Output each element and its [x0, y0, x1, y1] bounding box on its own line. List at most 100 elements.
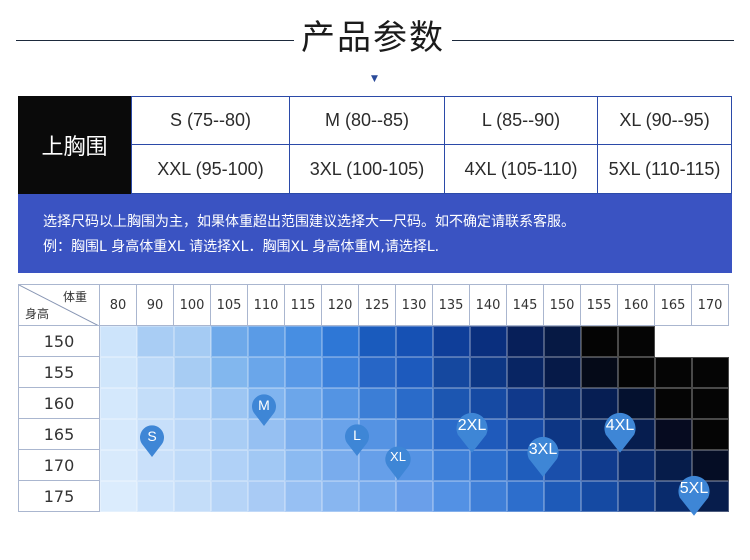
size-row-1: S (75--80) M (80--85) L (85--90) XL (90-… — [131, 96, 732, 145]
grid-cell — [692, 326, 729, 357]
weight-header-cell: 115 — [285, 284, 322, 326]
grid-cell — [544, 481, 581, 512]
weight-header-cell: 165 — [655, 284, 692, 326]
size-cell: S (75--80) — [131, 96, 290, 145]
grid-cell — [137, 388, 174, 419]
grid-cell — [507, 419, 544, 450]
grid-cell — [581, 326, 618, 357]
height-header-cell: 165 — [18, 419, 100, 450]
size-marker-4xl: 4XL — [601, 410, 639, 454]
size-table: 上胸围 S (75--80) M (80--85) L (85--90) XL … — [18, 96, 732, 194]
grid-cell — [359, 388, 396, 419]
size-cell: 3XL (100-105) — [290, 145, 445, 194]
grid-cell — [174, 326, 211, 357]
weight-header-cell: 120 — [322, 284, 359, 326]
grid-cell — [581, 450, 618, 481]
grid-cell — [396, 481, 433, 512]
grid-cell — [692, 357, 729, 388]
weight-header-cell: 150 — [544, 284, 581, 326]
grid-cell — [137, 481, 174, 512]
grid-cell — [248, 357, 285, 388]
grid-cell — [359, 357, 396, 388]
grid-cell — [655, 357, 692, 388]
height-header-cell: 155 — [18, 357, 100, 388]
notice-line-1: 选择尺码以上胸围为主，如果体重超出范围建议选择大一尺码。如不确定请联系客服。 — [43, 214, 575, 230]
grid-cell — [655, 450, 692, 481]
grid-cell — [211, 326, 248, 357]
size-cell: L (85--90) — [445, 96, 598, 145]
size-grid: 体重 身高 80 90 100 105 110 115 120 125 130 135 140 145… — [18, 284, 732, 516]
weight-header-cell: 80 — [100, 284, 137, 326]
grid-cell — [285, 357, 322, 388]
weight-header-cell: 160 — [618, 284, 655, 326]
grid-cell — [174, 388, 211, 419]
grid-cell — [137, 357, 174, 388]
size-cell: 4XL (105-110) — [445, 145, 598, 194]
grid-cell — [544, 388, 581, 419]
grid-cell — [396, 357, 433, 388]
grid-cell — [248, 450, 285, 481]
page-title: 产品参数 — [301, 18, 445, 58]
grid-cell — [285, 388, 322, 419]
height-header-cell: 175 — [18, 481, 100, 512]
grid-cell — [433, 326, 470, 357]
grid-cell — [507, 388, 544, 419]
grid-cell — [285, 450, 322, 481]
grid-cell — [174, 357, 211, 388]
grid-cell — [100, 450, 137, 481]
grid-cell — [211, 419, 248, 450]
grid-cell — [581, 388, 618, 419]
grid-cell — [470, 481, 507, 512]
grid-cell — [396, 419, 433, 450]
grid-cell — [211, 388, 248, 419]
grid-cell — [100, 357, 137, 388]
header-rule-left — [16, 40, 294, 41]
grid-cell — [322, 357, 359, 388]
grid-cell — [211, 481, 248, 512]
grid-cell — [433, 481, 470, 512]
size-marker-5xl: 5XL — [675, 473, 713, 517]
grid-cell — [396, 326, 433, 357]
grid-cells: S M L XL 2XL 3XL 4XL 5XL — [100, 326, 729, 516]
grid-cell — [137, 326, 174, 357]
weight-header-row: 80 90 100 105 110 115 120 125 130 135 140 145 150 155… — [100, 284, 729, 326]
grid-corner: 体重 身高 — [18, 284, 100, 326]
grid-cell — [322, 481, 359, 512]
weight-header-cell: 110 — [248, 284, 285, 326]
grid-cell — [285, 326, 322, 357]
weight-header-cell: 170 — [692, 284, 729, 326]
grid-cell — [470, 326, 507, 357]
grid-cell — [100, 419, 137, 450]
weight-header-cell: 140 — [470, 284, 507, 326]
weight-header-cell: 90 — [137, 284, 174, 326]
grid-cell — [211, 357, 248, 388]
grid-cell — [100, 388, 137, 419]
weight-header-cell: 145 — [507, 284, 544, 326]
size-cell: XXL (95-100) — [131, 145, 290, 194]
grid-cell — [470, 450, 507, 481]
grid-cell — [285, 481, 322, 512]
grid-cell — [174, 450, 211, 481]
grid-cell — [692, 450, 729, 481]
grid-cell — [100, 481, 137, 512]
grid-cell — [248, 481, 285, 512]
grid-cell — [618, 450, 655, 481]
grid-cell — [655, 326, 692, 357]
height-header-cell: 170 — [18, 450, 100, 481]
grid-cell — [211, 450, 248, 481]
grid-cell — [285, 419, 322, 450]
grid-cell — [359, 481, 396, 512]
grid-cell — [581, 481, 618, 512]
size-cell: XL (90--95) — [598, 96, 732, 145]
grid-cell — [544, 357, 581, 388]
grid-cell — [618, 357, 655, 388]
grid-cell — [322, 388, 359, 419]
size-cell: 5XL (110-115) — [598, 145, 732, 194]
height-axis-label: 身高 — [25, 307, 50, 321]
size-row-2: XXL (95-100) 3XL (100-105) 4XL (105-110)… — [131, 145, 732, 194]
grid-cell — [396, 388, 433, 419]
grid-cell — [433, 450, 470, 481]
grid-cell — [581, 357, 618, 388]
grid-cell — [322, 326, 359, 357]
grid-cell — [618, 481, 655, 512]
